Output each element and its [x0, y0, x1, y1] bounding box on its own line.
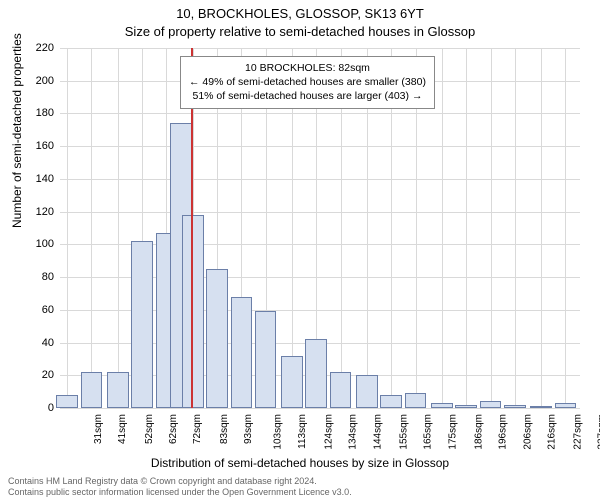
histogram-bar	[206, 269, 228, 408]
histogram-bar	[504, 405, 526, 408]
histogram-bar	[182, 215, 204, 408]
x-tick-label: 175sqm	[447, 414, 458, 450]
y-tick-label: 180	[36, 107, 54, 119]
histogram-bar	[305, 339, 327, 408]
grid-line-vertical	[541, 48, 542, 408]
histogram-bar	[455, 405, 477, 408]
x-tick-label: 216sqm	[546, 414, 557, 450]
x-tick-label: 113sqm	[296, 414, 307, 449]
grid-line-vertical	[565, 48, 566, 408]
histogram-bar	[131, 241, 153, 408]
grid-line-horizontal	[60, 48, 580, 49]
histogram-bar	[107, 372, 129, 408]
histogram-bar	[555, 403, 577, 408]
x-tick-label: 144sqm	[372, 414, 383, 450]
histogram-bar	[81, 372, 103, 408]
x-tick-label: 72sqm	[192, 414, 203, 444]
histogram-bar	[281, 356, 303, 408]
info-box-line: 51% of semi-detached houses are larger (…	[189, 89, 426, 103]
x-tick-label: 41sqm	[117, 414, 128, 444]
grid-line-horizontal	[60, 179, 580, 180]
grid-line-vertical	[67, 48, 68, 408]
x-tick-label: 186sqm	[474, 414, 485, 450]
y-tick-label: 0	[48, 402, 54, 414]
info-box-line: ← 49% of semi-detached houses are smalle…	[189, 75, 426, 89]
y-tick-label: 140	[36, 173, 54, 185]
plot-area: 10 BROCKHOLES: 82sqm← 49% of semi-detach…	[60, 48, 580, 408]
histogram-bar	[480, 401, 502, 408]
grid-line-vertical	[442, 48, 443, 408]
y-tick-label: 220	[36, 42, 54, 54]
x-tick-label: 52sqm	[144, 414, 155, 444]
chart-title-main: 10, BROCKHOLES, GLOSSOP, SK13 6YT	[0, 6, 600, 21]
y-tick-label: 60	[42, 304, 54, 316]
x-tick-label: 206sqm	[522, 414, 533, 450]
x-tick-label: 83sqm	[219, 414, 230, 444]
grid-line-vertical	[91, 48, 92, 408]
footer-line-1: Contains HM Land Registry data © Crown c…	[8, 476, 352, 487]
histogram-bar	[356, 375, 378, 408]
histogram-bar	[431, 403, 453, 408]
x-tick-label: 93sqm	[243, 414, 254, 444]
histogram-bar	[530, 406, 552, 408]
y-tick-label: 80	[42, 271, 54, 283]
x-tick-label: 103sqm	[273, 414, 284, 450]
x-tick-label: 134sqm	[348, 414, 359, 450]
info-box: 10 BROCKHOLES: 82sqm← 49% of semi-detach…	[180, 56, 435, 109]
histogram-bar	[255, 311, 277, 408]
x-tick-label: 31sqm	[93, 414, 104, 444]
y-axis-label: Number of semi-detached properties	[10, 33, 24, 228]
histogram-bar	[56, 395, 78, 408]
x-tick-label: 124sqm	[324, 414, 335, 450]
grid-line-horizontal	[60, 408, 580, 409]
info-box-line: 10 BROCKHOLES: 82sqm	[189, 61, 426, 75]
histogram-bar	[380, 395, 402, 408]
x-axis-label: Distribution of semi-detached houses by …	[0, 456, 600, 470]
grid-line-vertical	[118, 48, 119, 408]
x-tick-label: 196sqm	[498, 414, 509, 450]
y-tick-label: 160	[36, 140, 54, 152]
histogram-bar	[405, 393, 427, 408]
grid-line-horizontal	[60, 212, 580, 213]
y-tick-label: 20	[42, 369, 54, 381]
grid-line-vertical	[515, 48, 516, 408]
y-tick-label: 100	[36, 238, 54, 250]
x-tick-label: 155sqm	[399, 414, 410, 450]
grid-line-vertical	[466, 48, 467, 408]
grid-line-horizontal	[60, 146, 580, 147]
histogram-bar	[330, 372, 352, 408]
y-tick-label: 200	[36, 75, 54, 87]
x-tick-label: 62sqm	[168, 414, 179, 444]
histogram-bar	[231, 297, 253, 408]
footer-text: Contains HM Land Registry data © Crown c…	[8, 476, 352, 499]
x-tick-label: 165sqm	[423, 414, 434, 450]
y-tick-label: 40	[42, 337, 54, 349]
footer-line-2: Contains public sector information licen…	[8, 487, 352, 498]
chart-title-sub: Size of property relative to semi-detach…	[0, 24, 600, 39]
x-tick-label: 227sqm	[573, 414, 584, 450]
grid-line-vertical	[491, 48, 492, 408]
y-tick-label: 120	[36, 206, 54, 218]
grid-line-horizontal	[60, 113, 580, 114]
